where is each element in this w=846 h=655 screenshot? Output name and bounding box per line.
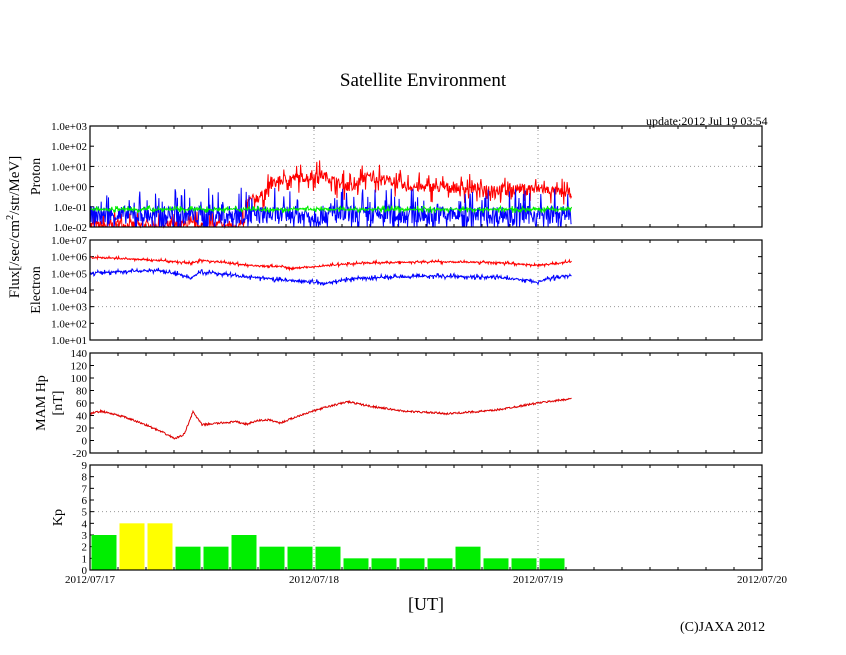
kp-bar	[175, 546, 201, 570]
kp-bar	[539, 558, 565, 570]
y-axis-label: MAM Hp	[34, 375, 49, 431]
y-tick-label: 1.0e+07	[51, 235, 87, 247]
kp-bar	[231, 535, 257, 570]
update-timestamp: update:2012 Jul 19 03:54	[646, 114, 768, 128]
kp-bar	[343, 558, 369, 570]
y-tick-label: 1.0e+03	[51, 302, 87, 314]
y-tick-label: 8	[82, 472, 88, 484]
panel-frame	[89, 125, 763, 228]
series-mam-hp-red	[89, 397, 572, 440]
y-tick-label: 60	[76, 398, 88, 410]
y-axis-label: Proton	[29, 158, 44, 195]
y-tick-label: 1.0e+05	[51, 268, 87, 280]
kp-bar	[119, 523, 145, 570]
panel-proton: 1.0e-02 1.0e-01 1.0e+00 1.0e+01 1.0e+02 1.0e+…	[29, 121, 763, 234]
y-tick-label: 1	[82, 553, 88, 565]
y-tick-label: 0	[82, 565, 88, 577]
y-tick-label: 4	[82, 518, 88, 530]
kp-bar	[91, 535, 117, 570]
x-tick-label: 2012/07/17	[65, 574, 116, 586]
y-tick-label: 40	[76, 411, 88, 423]
y-tick-label: 1.0e+01	[51, 335, 87, 347]
kp-bar	[511, 558, 537, 570]
copyright: (C)JAXA 2012	[680, 620, 766, 635]
series-proton-green	[90, 204, 573, 215]
kp-bar	[287, 546, 313, 570]
kp-bar	[315, 546, 341, 570]
x-tick-label: 2012/07/18	[289, 574, 340, 586]
kp-bar	[203, 546, 229, 570]
y-tick-label: 1.0e+04	[51, 285, 87, 297]
kp-bar	[483, 558, 509, 570]
chart-title: Satellite Environment	[339, 70, 507, 91]
y-tick-label: 0	[82, 436, 88, 448]
y-tick-label: 1.0e+03	[51, 121, 87, 133]
kp-bar	[427, 558, 453, 570]
y-axis-label: [nT]	[51, 391, 66, 416]
series-electron-red	[89, 254, 572, 272]
x-tick-label: 2012/07/19	[513, 574, 564, 586]
series-proton-blue	[89, 187, 572, 228]
y-axis-label: Electron	[29, 266, 44, 313]
flux-y-label: Flux[/sec/cm2/str/MeV]	[5, 156, 23, 299]
y-tick-label: 3	[82, 530, 88, 542]
kp-bar	[399, 558, 425, 570]
y-tick-label: 20	[76, 423, 88, 435]
y-tick-label: 7	[82, 483, 88, 495]
y-tick-label: 1.0e+01	[51, 161, 87, 173]
y-tick-label: 9	[82, 460, 88, 472]
y-tick-label: 80	[76, 386, 88, 398]
x-axis-label: [UT]	[408, 594, 444, 614]
y-tick-label: 5	[82, 507, 88, 519]
kp-bar	[147, 523, 173, 570]
y-axis-label: Kp	[51, 509, 66, 526]
kp-bar	[455, 546, 481, 570]
panel-frame	[89, 352, 763, 454]
kp-bar	[371, 558, 397, 570]
x-tick-label: 2012/07/20	[737, 574, 788, 586]
panel-frame	[89, 464, 763, 571]
series-electron-blue	[89, 267, 572, 286]
y-tick-label: 140	[71, 348, 88, 360]
y-tick-label: 100	[71, 373, 88, 385]
y-tick-label: 1.0e-01	[54, 202, 87, 214]
panel-frame	[89, 239, 763, 341]
y-tick-label: 6	[82, 495, 88, 507]
y-tick-label: 1.0e-02	[54, 222, 87, 234]
y-tick-label: 1.0e+06	[51, 252, 87, 264]
y-tick-label: 1.0e+00	[51, 182, 87, 194]
series-proton-red	[90, 160, 573, 229]
panel-electron: 1.0e+01 1.0e+02 1.0e+03 1.0e+04 1.0e+05 1.0e+…	[29, 235, 763, 347]
y-tick-label: 1.0e+02	[51, 141, 87, 153]
kp-bar	[259, 546, 285, 570]
y-tick-label: -20	[72, 448, 87, 460]
y-tick-label: 2	[82, 542, 88, 554]
y-tick-label: 1.0e+02	[51, 318, 87, 330]
y-tick-label: 120	[71, 361, 88, 373]
